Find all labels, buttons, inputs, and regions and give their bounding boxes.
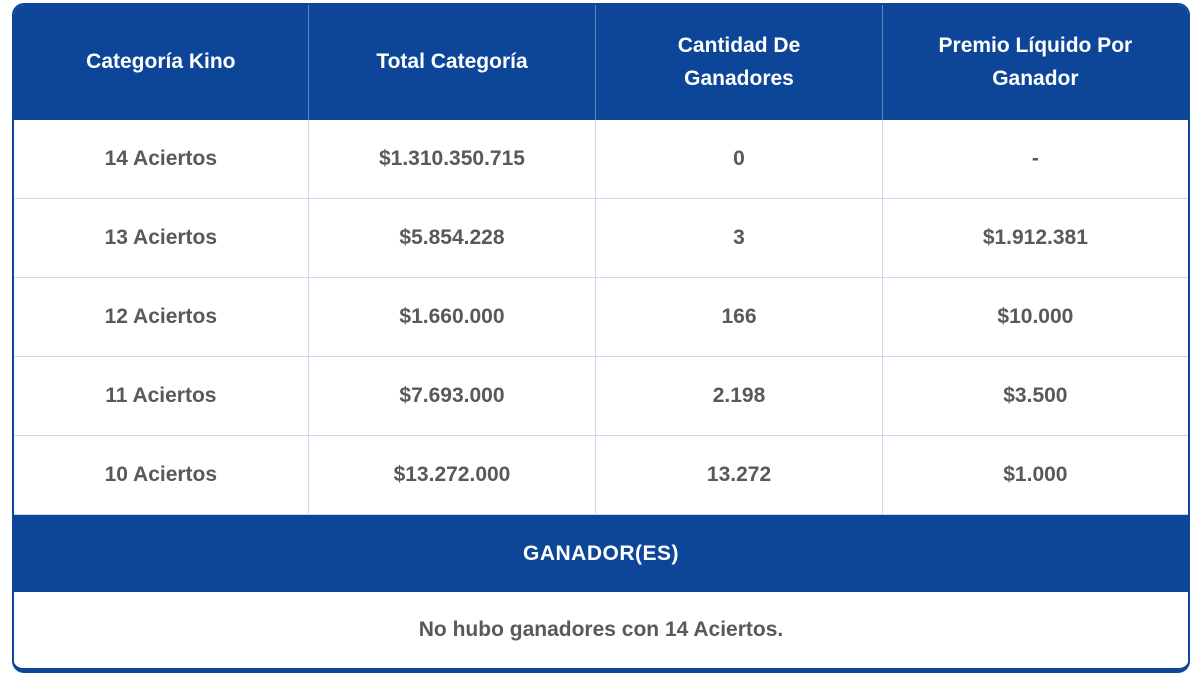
column-header-cantidad-ganadores: Cantidad De Ganadores <box>596 5 883 120</box>
winners-message: No hubo ganadores con 14 Aciertos. <box>418 618 784 641</box>
cell-winners: 166 <box>596 278 883 356</box>
cell-category: 14 Aciertos <box>14 120 309 198</box>
cell-total: $1.660.000 <box>309 278 597 356</box>
cell-winners: 0 <box>596 120 883 198</box>
column-header-premio-liquido: Premio Líquido Por Ganador <box>938 33 1133 90</box>
cell-winners: 2.198 <box>596 357 883 435</box>
winners-section-title: GANADOR(ES) <box>523 541 679 565</box>
cell-prize: $3.500 <box>1003 384 1068 407</box>
cell-winners: 13.272 <box>596 436 883 514</box>
cell-prize: $1.912.381 <box>982 226 1088 249</box>
winners-section-header: GANADOR(ES) <box>14 515 1188 592</box>
cell-prize: $10.000 <box>997 305 1074 328</box>
table-header-row: Categoría Kino Total Categoría Cantidad … <box>14 5 1188 120</box>
table-row: 13 Aciertos $5.854.228 3 $1.912.381 <box>14 199 1188 278</box>
cell-category: 11 Aciertos <box>14 357 309 435</box>
table-row: 11 Aciertos $7.693.000 2.198 $3.500 <box>14 357 1188 436</box>
cell-total: $7.693.000 <box>309 357 597 435</box>
table-row: 10 Aciertos $13.272.000 13.272 $1.000 <box>14 436 1188 515</box>
cell-winners: 3 <box>596 199 883 277</box>
cell-total: $13.272.000 <box>309 436 597 514</box>
table-row: 12 Aciertos $1.660.000 166 $10.000 <box>14 278 1188 357</box>
cell-category: 12 Aciertos <box>14 278 309 356</box>
cell-category: 10 Aciertos <box>14 436 309 514</box>
column-header-total-categoria: Total Categoría <box>309 5 597 120</box>
cell-total: $1.310.350.715 <box>309 120 597 198</box>
cell-prize: $1.000 <box>1003 463 1068 486</box>
table-row: 14 Aciertos $1.310.350.715 0 - <box>14 120 1188 199</box>
column-header-categoria-kino: Categoría Kino <box>14 5 309 120</box>
winners-message-area: No hubo ganadores con 14 Aciertos. <box>14 592 1188 668</box>
cell-total: $5.854.228 <box>309 199 597 277</box>
kino-prize-table: Categoría Kino Total Categoría Cantidad … <box>12 3 1190 673</box>
cell-category: 13 Aciertos <box>14 199 309 277</box>
cell-prize: - <box>1031 147 1039 170</box>
